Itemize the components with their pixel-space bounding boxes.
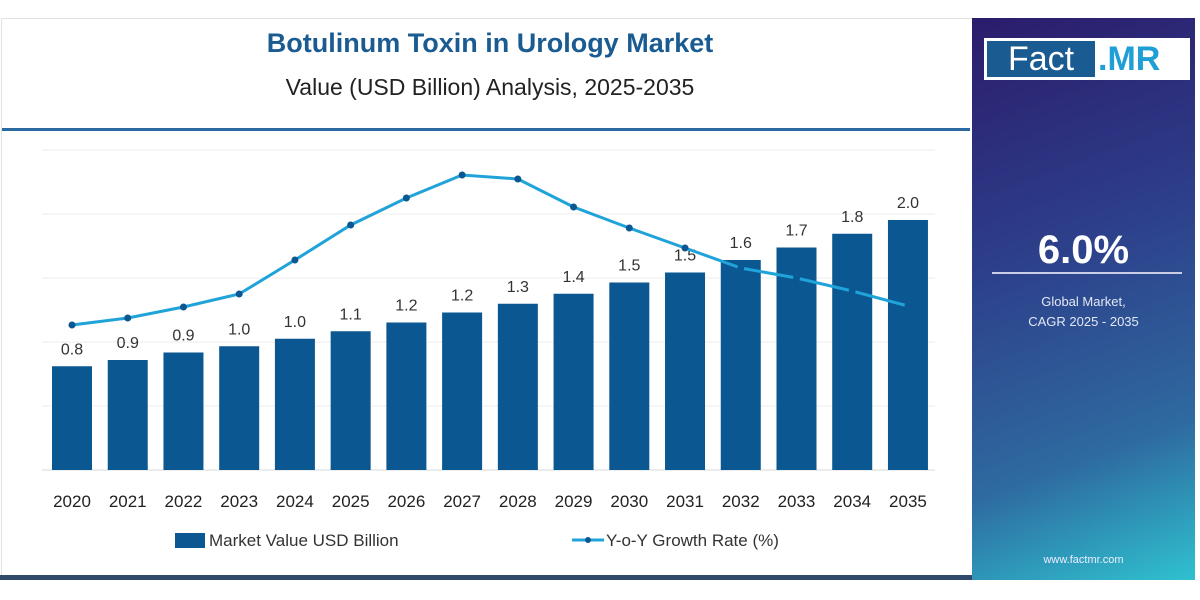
bar-value-label: 1.6 [730,235,752,252]
growth-point [347,221,355,229]
bar-value-label: 1.0 [228,321,250,338]
cagr-value: 6.0% [1037,228,1130,272]
bar-value-label: 1.7 [785,223,807,240]
bottom-bar [0,575,972,580]
chart-subtitle: Value (USD Billion) Analysis, 2025-2035 [285,74,695,100]
x-tick-label: 2025 [332,492,370,511]
website-link[interactable]: www.factmr.com [1043,554,1124,566]
x-tick-label: 2033 [778,492,816,511]
bar-value-label: 0.9 [117,335,139,352]
logo-fact-text: Fact [987,41,1095,77]
growth-point [124,314,132,322]
bar-value-label: 1.1 [340,306,362,323]
growth-point [402,194,410,202]
bar-value-label: 1.4 [562,269,584,286]
bar [163,352,204,470]
growth-line [71,173,909,327]
growth-point [625,224,633,232]
logo-mr-text: .MR [1098,40,1161,78]
x-tick-label: 2031 [666,492,704,511]
factmr-logo: Fact .MR [984,38,1190,80]
panel-divider [992,272,1182,274]
bar [887,220,928,470]
growth-point [514,175,522,183]
bar-value-label: 1.0 [284,314,306,331]
bar [609,282,650,470]
growth-point [792,274,800,282]
growth-point [904,302,912,310]
bar-value-label: 1.5 [618,258,640,275]
x-tick-label: 2029 [555,492,593,511]
x-tick-label: 2028 [499,492,537,511]
x-tick-label: 2032 [722,492,760,511]
bar [330,331,371,470]
bar [274,338,315,470]
growth-point [737,264,745,272]
bar [832,233,873,470]
growth-point [235,290,243,298]
x-tick-label: 2023 [220,492,258,511]
bar-value-label: 0.8 [61,341,83,358]
legend-bar-swatch [175,533,205,548]
chart-title: Botulinum Toxin in Urology Market [266,28,714,58]
bar-value-label: 1.5 [674,248,696,265]
x-tick-label: 2021 [109,492,147,511]
x-tick-label: 2034 [833,492,871,511]
bar [553,293,594,470]
growth-point [458,171,466,179]
cagr-label-line1: Global Market, [1041,294,1126,309]
bar [219,346,260,470]
x-tick-label: 2026 [387,492,425,511]
growth-point [681,244,689,252]
bar-value-label: 1.3 [507,279,529,296]
x-tick-label: 2030 [610,492,648,511]
bar-value-label: 1.2 [395,298,417,315]
bar [497,303,538,470]
bar [386,322,427,470]
growth-point [179,303,187,311]
legend-line-label: Y-o-Y Growth Rate (%) [606,531,779,550]
bar-value-label: 2.0 [897,195,919,212]
bar-value-label: 1.2 [451,288,473,305]
title-divider [2,128,970,131]
growth-point [848,287,856,295]
cagr-label: Global Market, CAGR 2025 - 2035 [972,292,1195,332]
bar [776,247,817,470]
legend-line-marker [585,537,591,543]
combo-chart: 0.8 2020 0.9 2021 0.9 2022 1.0 2023 1.0 2024 1.1 20… [42,149,935,550]
bar [665,272,706,470]
cagr-label-line2: CAGR 2025 - 2035 [1028,314,1139,329]
legend-bar-label: Market Value USD Billion [209,531,399,550]
cagr-panel: Fact .MR 6.0% Global Market, CAGR 2025 -… [972,18,1195,580]
bar [107,360,148,470]
x-tick-label: 2020 [53,492,91,511]
growth-point [291,256,299,264]
bar-value-label: 1.8 [841,209,863,226]
bar [52,366,92,470]
bar-value-label: 0.9 [172,328,194,345]
x-tick-label: 2022 [165,492,203,511]
growth-point [68,321,76,329]
growth-point [570,203,578,211]
x-tick-label: 2027 [443,492,481,511]
x-tick-label: 2035 [889,492,927,511]
bar [720,260,761,470]
x-tick-label: 2024 [276,492,314,511]
bar [442,312,483,470]
